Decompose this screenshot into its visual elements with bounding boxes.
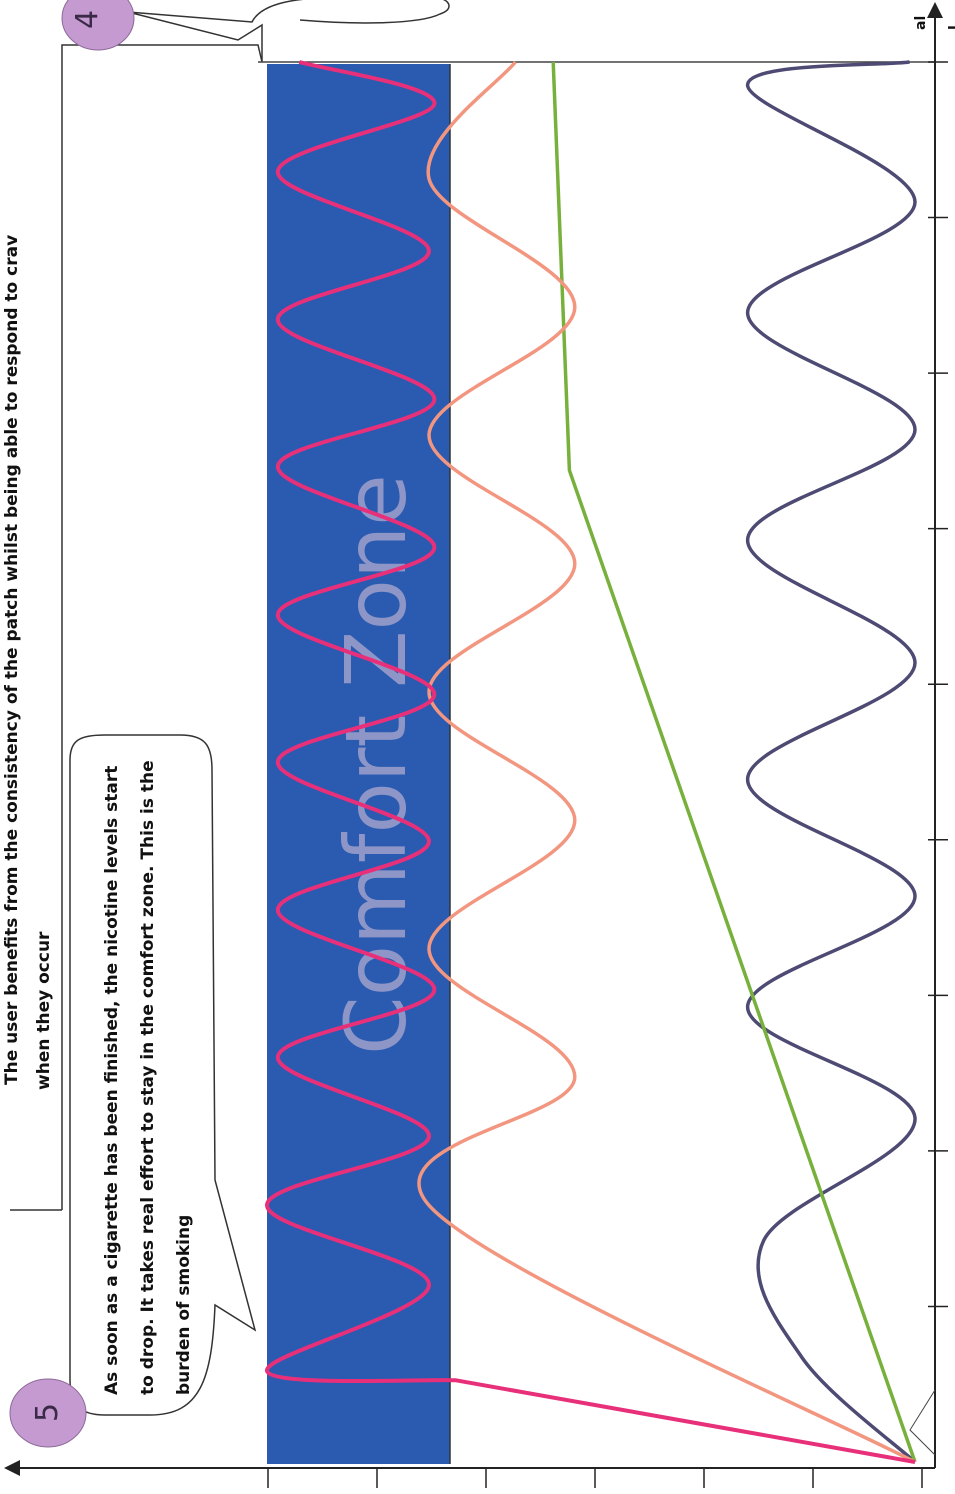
lozenge-series-line [417,60,916,1464]
callout4-bubble [127,0,450,62]
intro-text-line2: when they occur [34,931,54,1090]
series-layer [265,60,917,1464]
badge5-number: 5 [30,1402,66,1423]
patch-series-line [551,61,917,1463]
gum-series-line [745,60,917,1464]
cigarette-series-line [265,60,916,1464]
comfort-zone-label: Comfort Zone [327,474,425,1055]
badge-4 [61,0,135,51]
badge4-number: 4 [70,9,106,30]
origin-mark [909,1389,936,1456]
intro-callout-border [10,44,263,1211]
badge-5 [9,1378,87,1448]
intro-text-line1: The user benefits from the consistency o… [2,234,22,1085]
callout4-fragment: al l le [913,15,955,30]
callout5-text: As soon as a cigarette has been finished… [102,760,194,1395]
comfort-zone-band [267,64,450,1464]
axis-ticks [267,61,948,1488]
